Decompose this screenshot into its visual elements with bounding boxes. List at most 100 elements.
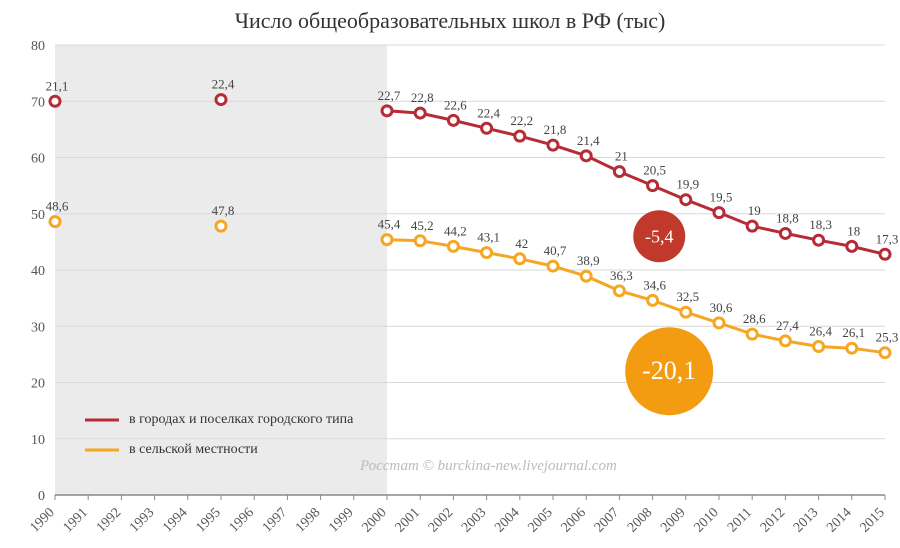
- data-label-rural: 36,3: [610, 268, 633, 283]
- y-axis-label: 0: [38, 489, 45, 504]
- data-label-rural: 43,1: [477, 230, 500, 245]
- marker-rural: [382, 235, 392, 245]
- marker-urban: [780, 228, 790, 238]
- marker-rural: [515, 254, 525, 264]
- marker-rural: [50, 217, 60, 227]
- x-axis-label: 2013: [791, 505, 821, 535]
- x-axis-label: 2010: [691, 505, 721, 535]
- data-label-rural: 27,4: [776, 318, 799, 333]
- x-axis-label: 1992: [94, 505, 124, 535]
- marker-urban: [50, 96, 60, 106]
- marker-urban: [548, 140, 558, 150]
- delta-badge-text: -5,4: [645, 226, 674, 246]
- y-axis-label: 10: [31, 433, 45, 448]
- marker-rural: [648, 295, 658, 305]
- marker-urban: [648, 181, 658, 191]
- y-axis-label: 80: [31, 39, 45, 54]
- data-label-urban: 22,4: [212, 77, 235, 92]
- marker-urban: [415, 108, 425, 118]
- x-axis-label: 1990: [27, 505, 57, 535]
- marker-urban: [880, 249, 890, 259]
- x-axis-label: 2003: [459, 505, 489, 535]
- marker-rural: [581, 271, 591, 281]
- data-label-urban: 21,4: [577, 133, 600, 148]
- data-label-urban: 18: [847, 223, 860, 238]
- legend-label-urban: в городах и поселках городского типа: [129, 412, 354, 427]
- delta-badge-text: -20,1: [642, 356, 696, 385]
- x-axis-label: 2007: [592, 505, 622, 535]
- data-label-rural: 42: [515, 236, 528, 251]
- x-axis-label: 1993: [127, 505, 157, 535]
- data-label-rural: 25,3: [876, 330, 899, 345]
- x-axis-label: 2009: [658, 505, 688, 535]
- data-label-rural: 48,6: [46, 199, 69, 214]
- marker-urban: [714, 208, 724, 218]
- marker-rural: [714, 318, 724, 328]
- data-label-urban: 17,3: [876, 231, 899, 246]
- marker-urban: [614, 167, 624, 177]
- x-axis-label: 2014: [824, 505, 854, 535]
- marker-urban: [814, 235, 824, 245]
- data-label-rural: 26,4: [809, 324, 832, 339]
- data-label-urban: 22,7: [378, 88, 401, 103]
- marker-rural: [548, 261, 558, 271]
- x-axis-label: 1996: [227, 505, 257, 535]
- marker-rural: [448, 241, 458, 251]
- marker-urban: [581, 151, 591, 161]
- data-label-rural: 45,2: [411, 218, 434, 233]
- marker-rural: [216, 221, 226, 231]
- data-label-urban: 22,6: [444, 97, 467, 112]
- x-axis-label: 1998: [293, 505, 323, 535]
- data-label-rural: 32,5: [676, 289, 699, 304]
- marker-urban: [847, 241, 857, 251]
- marker-rural: [482, 248, 492, 258]
- data-label-urban: 21: [615, 149, 628, 164]
- data-label-rural: 40,7: [544, 243, 567, 258]
- data-label-rural: 47,8: [212, 203, 235, 218]
- x-axis-label: 2001: [393, 505, 423, 535]
- marker-rural: [415, 236, 425, 246]
- marker-rural: [747, 329, 757, 339]
- marker-urban: [681, 195, 691, 205]
- x-axis-label: 2015: [857, 505, 887, 535]
- y-axis-label: 20: [31, 377, 45, 392]
- data-label-urban: 19,9: [676, 177, 699, 192]
- marker-rural: [847, 343, 857, 353]
- data-label-urban: 21,8: [544, 122, 567, 137]
- x-axis-label: 1995: [193, 505, 223, 535]
- x-axis-label: 2002: [426, 505, 456, 535]
- data-label-urban: 18,3: [809, 217, 832, 232]
- x-axis-label: 2011: [725, 505, 755, 535]
- marker-urban: [382, 106, 392, 116]
- data-label-rural: 30,6: [710, 300, 733, 315]
- x-axis-label: 1994: [160, 505, 190, 535]
- marker-urban: [515, 131, 525, 141]
- x-axis-label: 2008: [625, 505, 655, 535]
- data-label-rural: 44,2: [444, 223, 467, 238]
- data-label-rural: 28,6: [743, 311, 766, 326]
- data-label-rural: 38,9: [577, 253, 600, 268]
- y-axis-label: 70: [31, 95, 45, 110]
- data-label-rural: 34,6: [643, 277, 666, 292]
- marker-urban: [216, 95, 226, 105]
- marker-rural: [780, 336, 790, 346]
- y-axis-label: 40: [31, 264, 45, 279]
- x-axis-label: 2000: [359, 505, 389, 535]
- marker-urban: [482, 123, 492, 133]
- data-label-urban: 19,5: [710, 190, 733, 205]
- marker-urban: [448, 115, 458, 125]
- marker-rural: [681, 307, 691, 317]
- chart-title: Число общеобразовательных школ в РФ (тыс…: [235, 8, 666, 33]
- data-label-urban: 22,2: [510, 113, 533, 128]
- data-label-urban: 18,8: [776, 210, 799, 225]
- data-label-urban: 19: [748, 203, 761, 218]
- legend-label-rural: в сельской местности: [129, 442, 258, 457]
- data-label-urban: 22,8: [411, 90, 434, 105]
- data-label-urban: 22,4: [477, 105, 500, 120]
- y-axis-label: 30: [31, 320, 45, 335]
- marker-rural: [814, 342, 824, 352]
- marker-rural: [614, 286, 624, 296]
- x-axis-label: 2004: [492, 505, 522, 535]
- y-axis-label: 60: [31, 152, 45, 167]
- x-axis-label: 1991: [61, 505, 91, 535]
